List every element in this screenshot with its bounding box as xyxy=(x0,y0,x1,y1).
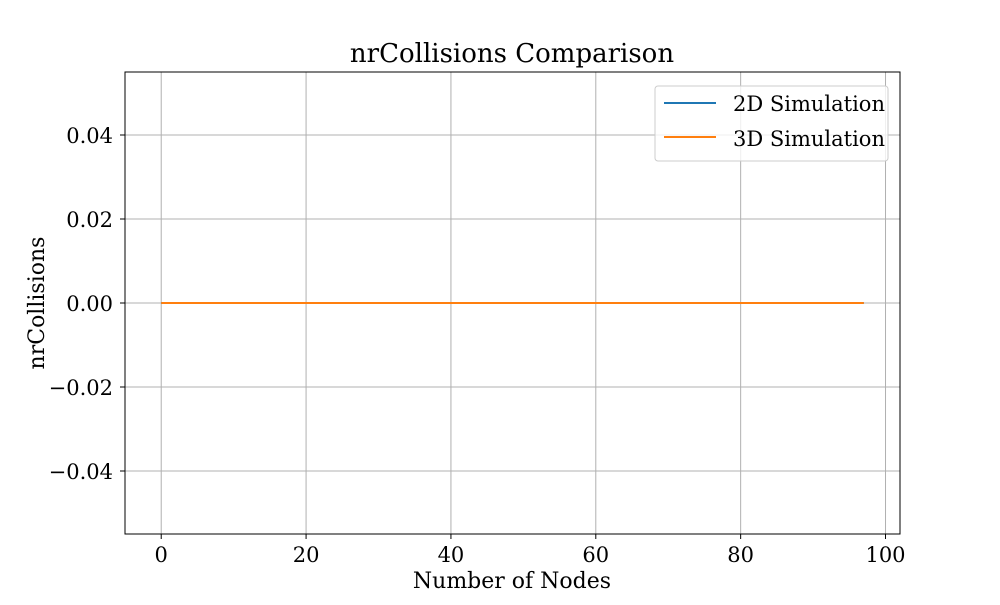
chart-title: nrCollisions Comparison xyxy=(350,39,674,69)
x-tick-label: 80 xyxy=(727,543,754,567)
legend-label-3d: 3D Simulation xyxy=(733,127,885,151)
x-tick-label: 20 xyxy=(293,543,320,567)
x-tick-label: 40 xyxy=(438,543,465,567)
legend: 2D Simulation 3D Simulation xyxy=(654,85,889,162)
y-tick-label: 0.02 xyxy=(66,208,113,232)
x-tick-label: 0 xyxy=(155,543,168,567)
legend-label-2d: 2D Simulation xyxy=(733,92,885,116)
x-tick-label: 60 xyxy=(582,543,609,567)
y-tick-label: −0.02 xyxy=(49,376,113,400)
x-tick-label: 100 xyxy=(865,543,905,567)
legend-box xyxy=(654,85,889,162)
y-tick-label: −0.04 xyxy=(49,460,113,484)
y-tick-label: 0.00 xyxy=(66,292,113,316)
y-axis-label: nrCollisions xyxy=(25,237,50,370)
y-axis-ticks: −0.04 −0.02 0.00 0.02 0.04 xyxy=(49,124,125,484)
x-axis-label: Number of Nodes xyxy=(413,569,611,594)
x-axis-ticks: 0 20 40 60 80 100 xyxy=(155,534,906,567)
y-tick-label: 0.04 xyxy=(66,124,113,148)
